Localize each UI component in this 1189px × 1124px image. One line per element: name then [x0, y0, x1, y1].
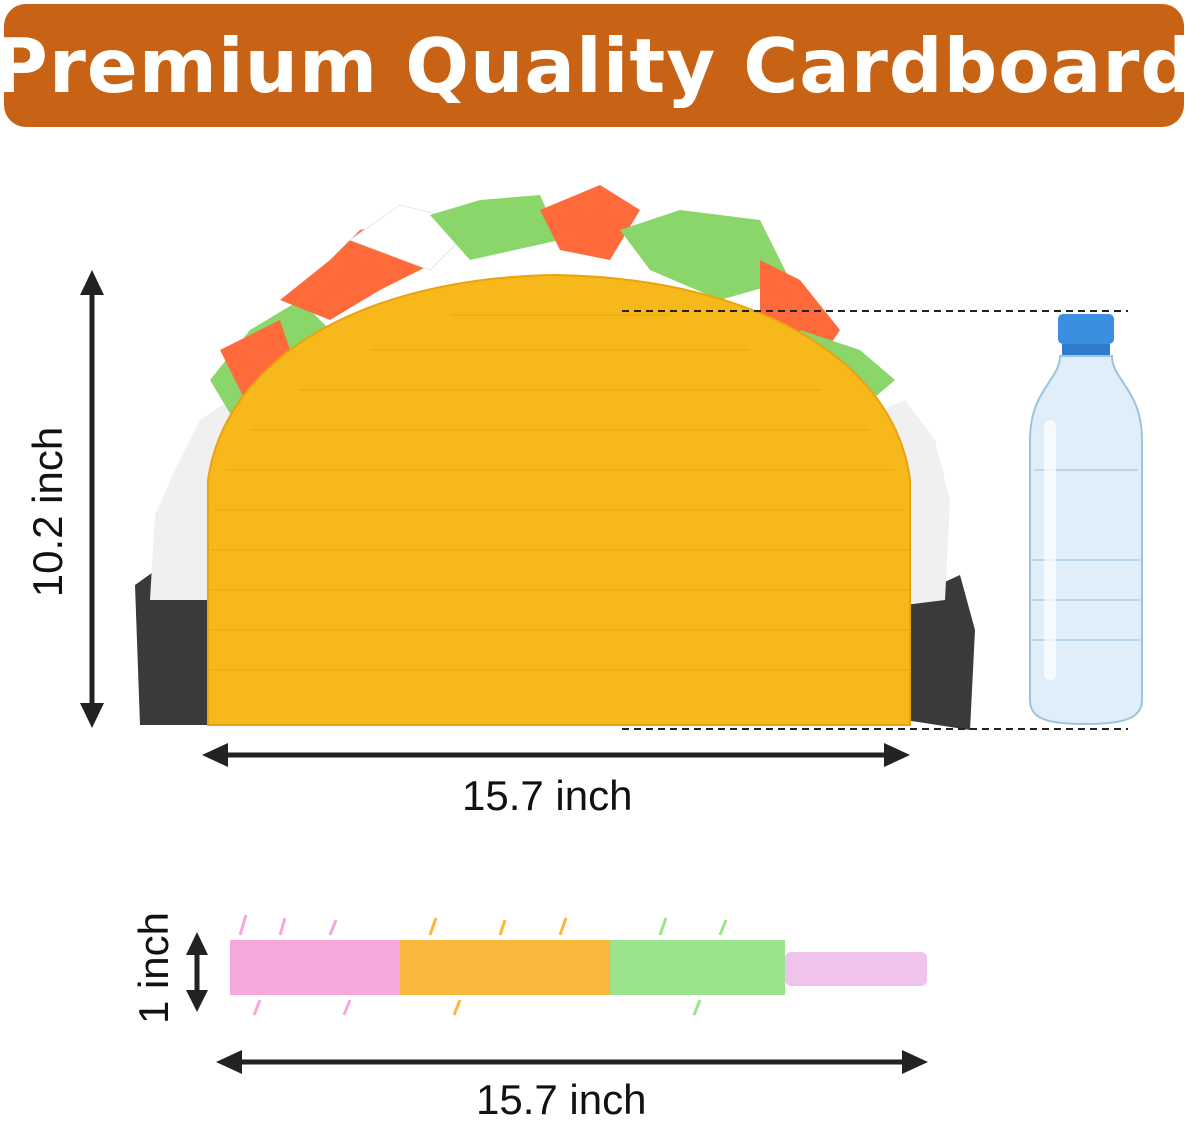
- stick-length-arrow: [216, 1050, 928, 1074]
- filling-dark-right: [905, 575, 975, 730]
- stick-handle: [785, 952, 927, 986]
- taco-fringe-lines: [210, 314, 908, 671]
- banner-title: Premium Quality Cardboard: [0, 21, 1189, 110]
- filling-green-2: [430, 195, 560, 260]
- stick-pink: [230, 940, 400, 995]
- stick-diameter-label: 1 inch: [130, 911, 177, 1025]
- title-banner: Premium Quality Cardboard: [0, 4, 1189, 127]
- filling-dark-left: [135, 560, 215, 725]
- stick-green: [610, 940, 785, 995]
- bottle-cap: [1058, 314, 1114, 344]
- stick-diameter-arrow: [186, 932, 208, 1012]
- height-arrow: [80, 270, 104, 728]
- pinata-width-label: 15.7 inch: [462, 772, 633, 819]
- filling-green-3: [620, 210, 790, 300]
- taco-shell-body: [207, 273, 911, 726]
- stick-yellow: [400, 940, 610, 995]
- filling-red-4: [760, 260, 840, 360]
- bottle-body: [1029, 355, 1143, 726]
- stick-length-label: 15.7 inch: [476, 1076, 647, 1123]
- pinata-height-label: 10.2 inch: [24, 426, 71, 598]
- taco-shell: [207, 273, 911, 726]
- filling-red-3: [540, 185, 640, 260]
- water-bottle: [1029, 314, 1143, 726]
- pinata-stick: [230, 914, 927, 1016]
- pinata-width-arrow: [202, 743, 910, 767]
